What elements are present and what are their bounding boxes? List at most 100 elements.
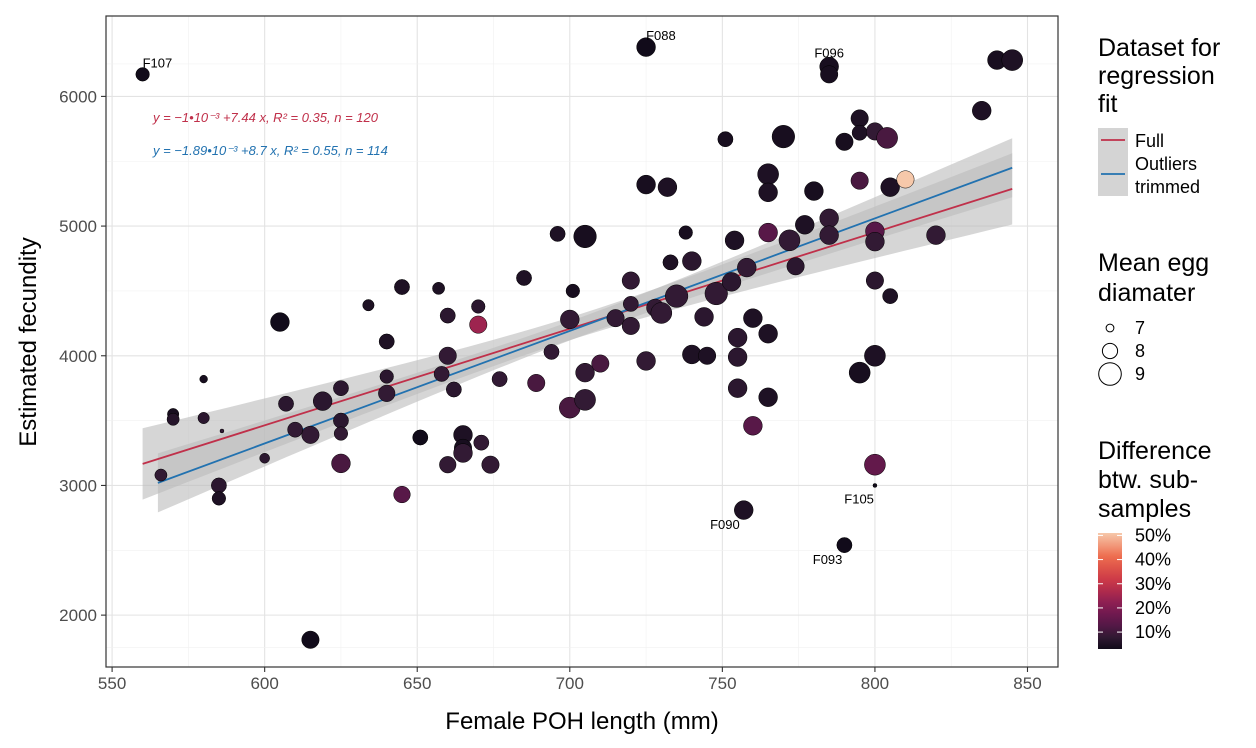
data-point [378,333,395,350]
legend-label-colorbar: 30% [1135,574,1171,594]
data-point [433,366,450,382]
legend-size-key [1101,342,1119,360]
legend-label-colorbar: 40% [1135,550,1171,570]
data-point [574,389,596,411]
legend-label-colorbar: 50% [1135,525,1171,545]
data-point [606,309,625,328]
y-tick-label: 5000 [59,217,97,236]
data-point [657,177,678,197]
data-point [743,308,763,328]
point-label: F105 [844,491,874,506]
data-point [662,254,679,271]
data-point [362,299,375,312]
data-point [278,395,294,412]
data-point [636,351,656,371]
data-point [872,483,878,488]
data-point [864,345,886,367]
data-point [926,225,946,245]
data-point [473,434,490,451]
data-point [758,182,778,203]
data-point [393,485,411,504]
equation-full: y = −1•10⁻³ +7.44 x, R² = 0.35, n = 120 [152,110,379,125]
data-point [560,309,580,330]
legend-size-key [1105,323,1115,333]
legend-title-dataset: fit [1098,90,1118,118]
data-point [301,630,320,649]
data-point [734,500,754,520]
data-point [743,416,763,436]
equation-trimmed: y = −1.89•10⁻³ +8.7 x, R² = 0.55, n = 11… [152,143,388,158]
data-point [727,347,748,367]
data-point [575,362,595,383]
data-point [758,324,778,344]
data-point [757,163,779,185]
data-point [527,374,546,392]
data-point [682,251,702,271]
data-point [835,132,854,151]
legend-label-size: 9 [1135,364,1145,384]
data-point [896,170,915,189]
data-point [591,354,610,373]
data-point [333,380,349,397]
data-point [819,225,839,245]
data-point [333,426,348,441]
data-point [166,412,180,426]
data-point [565,283,580,298]
legend-size-key [1098,362,1122,386]
data-point [378,384,396,402]
legend-title-egg: Mean egg [1098,249,1209,277]
data-point [850,109,869,128]
axis-ticks: 550 600 650 700 750 800 850 2000 3000 4000 5000 600… [59,87,1042,693]
y-tick-label: 3000 [59,476,97,495]
legend-label-size: 7 [1135,318,1145,338]
data-point [795,215,815,235]
data-point [727,378,748,398]
data-point [820,65,839,84]
data-point [469,315,488,334]
data-point [665,284,689,308]
y-tick-label: 2000 [59,606,97,625]
data-point [621,316,640,335]
point-label: F090 [710,517,740,532]
x-tick-label: 750 [708,674,736,693]
data-points [135,37,1023,649]
point-label: F107 [143,55,173,70]
data-point [259,452,270,464]
data-point [301,425,320,444]
legend-title-difference: Difference [1098,437,1212,465]
data-point [678,225,693,240]
data-point [717,131,734,148]
data-point [636,37,656,57]
x-tick-label: 600 [250,674,278,693]
point-annotations: F107 F088 F096 F105 F090 F093 [143,28,874,567]
data-point [333,412,349,429]
data-point [771,125,795,149]
data-point [491,371,508,387]
data-point [453,443,473,463]
legend-label-dataset: Full [1135,131,1164,151]
point-label: F096 [814,46,844,61]
data-point [865,271,884,290]
data-point [737,257,757,278]
data-point [698,346,717,365]
data-point [412,429,429,446]
data-point [727,327,748,348]
data-point [650,302,673,324]
data-point [724,230,745,250]
data-point [312,391,333,411]
data-point [439,456,457,474]
data-point [621,271,640,290]
legend-label-colorbar: 10% [1135,622,1171,642]
data-point [516,270,532,286]
data-point [481,455,500,474]
data-point [1001,49,1023,71]
x-tick-label: 650 [403,674,431,693]
data-point [211,477,227,494]
data-point [197,412,210,424]
data-point [972,101,992,121]
legend-title-egg: diamater [1098,279,1195,307]
data-point [851,124,868,141]
data-point [445,381,462,398]
